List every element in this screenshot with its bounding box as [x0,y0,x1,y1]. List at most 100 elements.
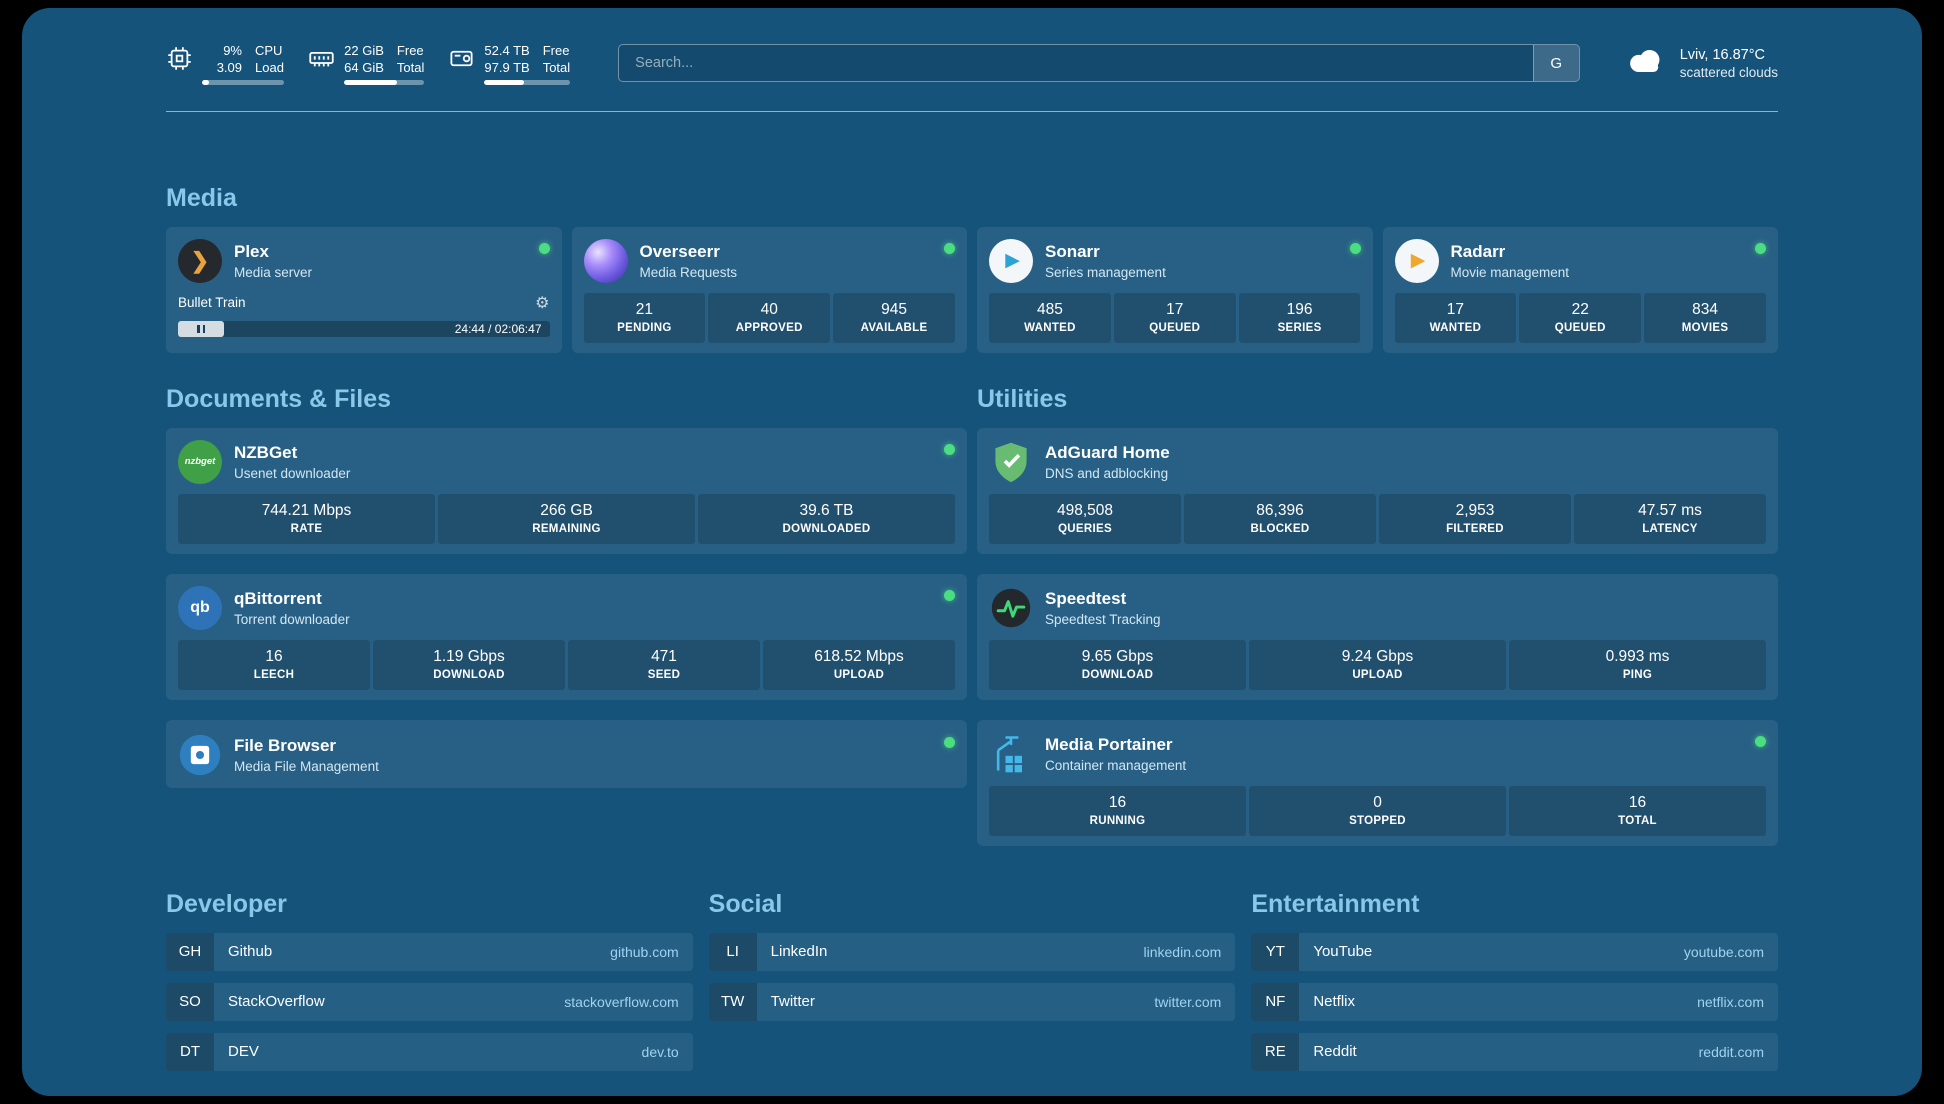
disk-progressbar [484,80,571,85]
bookmark-name: YouTube [1313,943,1373,960]
bookmark-youtube[interactable]: YT YouTube youtube.com [1251,932,1778,971]
status-dot [944,589,955,601]
stat-tile: 16 LEECH [178,639,370,690]
qbittorrent-icon: qb [178,585,222,630]
bookmark-abbr: TW [708,982,757,1021]
bookmark-name: LinkedIn [770,943,828,960]
bookmark-url: github.com [610,943,679,960]
status-dot [944,736,955,748]
weather-widget: Lviv, 16.87°C scattered clouds [1624,46,1778,81]
service-card-overseerr[interactable]: Overseerr Media Requests 21 PENDING 40 APP… [571,226,967,353]
cpu-label-1: CPU [255,43,283,58]
media-section: Media ❯ Plex Media server Bullet Train ⚙ [166,184,1778,353]
section-title-entertainment: Entertainment [1251,889,1420,918]
service-desc: Media File Management [234,758,379,774]
weather-location: Lviv, 16.87°C [1679,46,1766,63]
service-card-portainer[interactable]: Media Portainer Container management 16 R… [977,719,1778,846]
memory-widget: 22 GiB 64 GiB Free Total [308,42,425,85]
search-bar: G [618,44,1580,83]
service-desc: Series management [1045,264,1166,280]
gear-icon[interactable]: ⚙ [535,294,550,312]
memory-label-2: Total [396,60,425,75]
service-desc: Usenet downloader [234,465,351,481]
stat-tile: 16 TOTAL [1509,785,1766,836]
bookmark-dev[interactable]: DT DEV dev.to [166,1032,693,1071]
status-dot [1755,242,1766,254]
stat-tile: 485 WANTED [989,292,1111,343]
bookmark-abbr: NF [1251,982,1300,1021]
bookmark-name: DEV [228,1043,259,1060]
cpu-label-2: Load [255,60,284,75]
stat-tile: 744.21 Mbps RATE [178,493,435,544]
service-card-speedtest[interactable]: Speedtest Speedtest Tracking 9.65 Gbps DO… [977,573,1778,700]
bookmark-github[interactable]: GH Github github.com [166,932,693,971]
stat-tile: 17 WANTED [1394,292,1517,343]
service-card-plex[interactable]: ❯ Plex Media server Bullet Train ⚙ 24:44… [166,226,562,353]
bookmark-name: Netflix [1313,993,1356,1010]
search-input[interactable] [619,45,1533,82]
nzbget-icon: nzbget [178,439,222,484]
bookmark-url: linkedin.com [1143,943,1222,960]
service-name: AdGuard Home [1045,442,1170,462]
service-name: qBittorrent [234,588,322,608]
bookmark-reddit[interactable]: RE Reddit reddit.com [1251,1032,1778,1071]
service-card-nzbget[interactable]: nzbget NZBGet Usenet downloader 744.21 M… [166,427,967,554]
service-desc: Torrent downloader [234,611,350,627]
bookmark-url: dev.to [641,1043,679,1060]
pause-button[interactable] [178,320,224,337]
bookmark-name: StackOverflow [228,993,325,1010]
bookmark-url: youtube.com [1683,943,1764,960]
cpu-progressbar [202,80,284,85]
stat-tile: 0.993 ms PING [1509,639,1766,690]
service-name: Media Portainer [1045,734,1173,754]
stat-tile: 86,396 BLOCKED [1184,493,1376,544]
section-title-documents: Documents & Files [166,384,392,413]
cpu-icon [166,42,193,85]
bookmark-abbr: DT [166,1032,214,1071]
bookmark-abbr: LI [708,932,757,971]
stat-tile: 40 APPROVED [708,292,831,343]
stat-tile: 266 GB REMAINING [438,493,695,544]
radarr-icon: ▶ [1394,238,1439,283]
service-card-radarr[interactable]: ▶ Radarr Movie management 17 WANTED 22 QUE… [1382,226,1778,353]
search-provider-button[interactable]: G [1532,45,1579,82]
bookmark-abbr: YT [1251,932,1300,971]
bookmark-abbr: SO [166,982,214,1021]
stat-tile: 22 QUEUED [1519,292,1642,343]
status-dot [1349,242,1361,254]
memory-total: 64 GiB [344,60,384,75]
service-card-sonarr[interactable]: ▶ Sonarr Series management 485 WANTED 17 Q… [977,226,1373,353]
stat-tile: 618.52 Mbps UPLOAD [763,639,955,690]
stat-tile: 39.6 TB DOWNLOADED [698,493,955,544]
stat-tile: 945 AVAILABLE [833,292,955,343]
bookmark-group-developer: Developer GH Github github.com SO StackO… [166,890,693,1071]
stat-tile: 498,508 QUERIES [989,493,1181,544]
section-title-developer: Developer [166,889,287,918]
overseerr-icon [583,238,628,283]
service-name: Speedtest [1045,588,1127,608]
cpu-widget: 9% 3.09 CPU Load [166,42,284,85]
bookmark-netflix[interactable]: NF Netflix netflix.com [1251,982,1778,1021]
disk-label-2: Total [542,60,571,75]
dashboard: 9% 3.09 CPU Load [22,8,1922,1096]
service-name: Radarr [1450,241,1506,261]
plex-icon: ❯ [178,238,222,283]
plex-progressbar[interactable]: 24:44 / 02:06:47 [178,320,550,337]
service-card-qbittorrent[interactable]: qb qBittorrent Torrent downloader 16 LEEC… [166,573,967,700]
memory-label-1: Free [396,43,424,58]
service-desc: Media Requests [639,264,738,280]
bookmark-stackoverflow[interactable]: SO StackOverflow stackoverflow.com [166,982,693,1021]
bookmark-linkedin[interactable]: LI LinkedIn linkedin.com [708,932,1236,971]
service-card-filebrowser[interactable]: File Browser Media File Management [166,719,967,788]
section-title-social: Social [708,889,783,918]
service-card-adguard[interactable]: AdGuard Home DNS and adblocking 498,508 Q… [977,427,1778,554]
stat-tile: 9.24 Gbps UPLOAD [1249,639,1506,690]
service-desc: Container management [1045,757,1187,773]
bookmark-twitter[interactable]: TW Twitter twitter.com [708,982,1236,1021]
service-name: File Browser [234,735,337,755]
stat-tile: 2,953 FILTERED [1379,493,1571,544]
adguard-icon [989,440,1033,484]
speedtest-icon [989,586,1033,630]
bookmarks-section: Developer GH Github github.com SO StackO… [166,890,1778,1071]
utilities-column: Utilities AdGuard Home DNS and adblockin… [977,385,1778,846]
